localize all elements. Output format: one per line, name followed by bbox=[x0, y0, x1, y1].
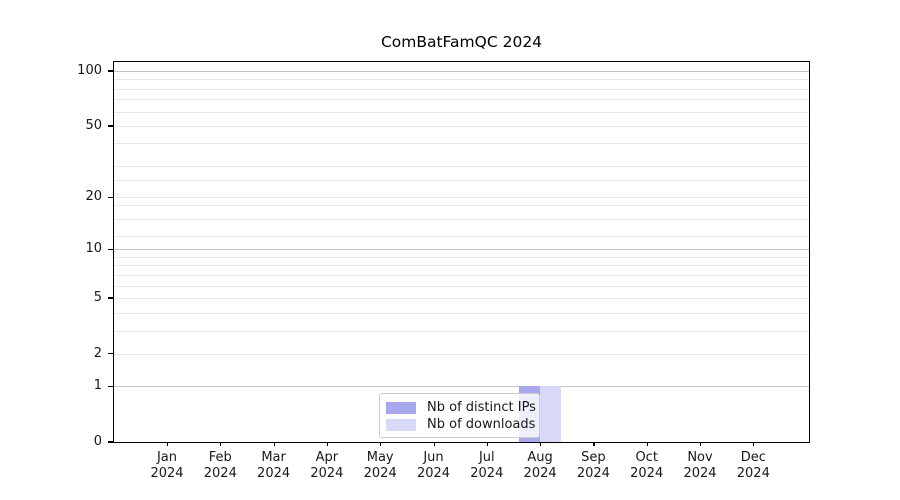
x-tick-mark bbox=[540, 442, 542, 446]
plot-area: Nb of distinct IPs Nb of downloads 0 1 2 5 1… bbox=[77, 61, 810, 481]
y-tick-mark bbox=[108, 125, 113, 127]
x-tick-mark bbox=[486, 442, 488, 446]
gridline-minor bbox=[114, 265, 809, 266]
x-tick-mark bbox=[753, 442, 755, 446]
x-tick-mark bbox=[380, 442, 382, 446]
x-tick-mark bbox=[326, 442, 329, 446]
chart-title: ComBatFamQC 2024 bbox=[380, 33, 543, 51]
legend-label-downloads: Nb of downloads bbox=[427, 416, 536, 432]
x-tick-mark bbox=[646, 442, 648, 446]
x-tick-label: Feb 2024 bbox=[203, 450, 237, 481]
y-tick-label: 2 bbox=[93, 345, 102, 361]
gridline-minor bbox=[114, 313, 809, 314]
y-tick-label: 0 bbox=[93, 434, 102, 449]
gridline-minor bbox=[114, 286, 809, 287]
x-tick-mark bbox=[220, 442, 222, 446]
legend-swatch-distinct-ips bbox=[386, 401, 416, 414]
gridline-major bbox=[114, 197, 809, 198]
x-tick-mark bbox=[273, 442, 275, 446]
gridline-major bbox=[114, 249, 809, 250]
y-tick-mark bbox=[108, 196, 113, 198]
gridline-minor bbox=[114, 180, 809, 181]
gridline-minor bbox=[114, 331, 809, 332]
y-tick-label: 1 bbox=[93, 378, 102, 394]
y-tick-mark bbox=[108, 353, 113, 355]
legend: Nb of distinct IPs Nb of downloads bbox=[379, 393, 540, 438]
x-tick-label: May 2024 bbox=[363, 450, 397, 481]
legend-label-distinct-ips: Nb of distinct IPs bbox=[427, 399, 536, 415]
x-tick-label: Apr 2024 bbox=[310, 450, 344, 481]
gridline-minor bbox=[114, 236, 809, 237]
gridline-major bbox=[114, 126, 809, 127]
gridline-major bbox=[114, 298, 809, 299]
y-tick-label: 20 bbox=[85, 189, 102, 205]
gridline-major bbox=[114, 386, 809, 387]
x-tick-mark bbox=[700, 442, 702, 446]
x-tick-label: Jun 2024 bbox=[416, 450, 451, 481]
gridline-minor bbox=[114, 112, 809, 113]
x-tick-label: Sep 2024 bbox=[576, 450, 610, 481]
legend-item-distinct-ips: Nb of distinct IPs bbox=[386, 399, 536, 416]
y-tick-mark bbox=[108, 70, 113, 72]
x-tick-label: Aug 2024 bbox=[523, 450, 557, 481]
legend-swatch-downloads bbox=[386, 418, 416, 431]
y-tick-mark bbox=[108, 248, 113, 250]
x-tick-label: Jul 2024 bbox=[470, 450, 504, 481]
legend-item-downloads: Nb of downloads bbox=[386, 416, 536, 433]
x-tick-label: Dec 2024 bbox=[736, 450, 770, 481]
x-tick-label: Nov 2024 bbox=[683, 450, 717, 481]
x-tick-mark bbox=[593, 442, 595, 446]
y-tick-label: 10 bbox=[85, 241, 102, 257]
y-tick-mark bbox=[108, 297, 113, 299]
gridline-minor bbox=[114, 99, 809, 100]
y-tick-mark bbox=[108, 385, 113, 387]
gridline-minor bbox=[114, 219, 809, 220]
gridline-minor bbox=[114, 275, 809, 276]
gridline-minor bbox=[114, 257, 809, 258]
y-tick-label: 50 bbox=[85, 117, 102, 133]
gridline-minor bbox=[114, 143, 809, 144]
gridline-minor bbox=[114, 166, 809, 167]
x-tick-mark bbox=[167, 442, 169, 446]
gridline-major bbox=[114, 71, 809, 72]
y-tick-label: 5 bbox=[93, 289, 102, 305]
x-tick-label: Oct 2024 bbox=[630, 450, 664, 481]
bar-downloads-aug bbox=[540, 386, 562, 442]
gridline-minor bbox=[114, 205, 809, 206]
x-tick-label: Mar 2024 bbox=[257, 450, 291, 481]
x-tick-mark bbox=[433, 442, 435, 446]
gridline-minor bbox=[114, 79, 809, 80]
x-tick-label: Jan 2024 bbox=[150, 450, 184, 481]
y-tick-mark bbox=[108, 441, 113, 443]
gridline-minor bbox=[114, 89, 809, 90]
gridline-major bbox=[114, 354, 809, 355]
y-tick-label: 100 bbox=[77, 63, 102, 78]
